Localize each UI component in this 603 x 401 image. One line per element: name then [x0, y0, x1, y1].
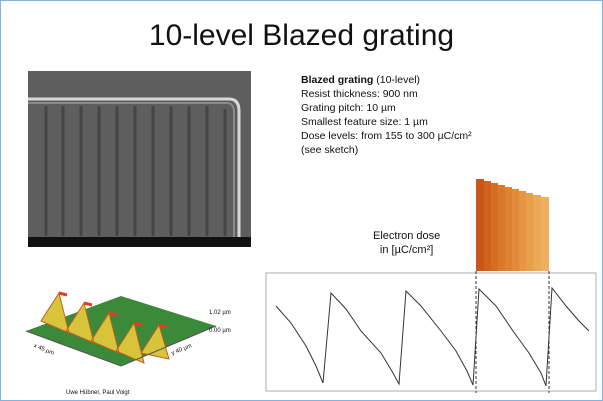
- info-heading-rest: (10-level): [373, 74, 420, 86]
- info-line: Dose levels: from 155 to 300 µC/cm²: [301, 129, 472, 143]
- info-heading-bold: Blazed grating: [301, 74, 373, 86]
- credit: Uwe Hübner, Paul Voigt: [66, 390, 129, 396]
- afm-3d-plot: [26, 293, 216, 366]
- sem-image: [28, 71, 251, 247]
- afm-z-top: 1.02 µm: [209, 310, 231, 316]
- dose-label: Electron dose in [µC/cm²]: [373, 229, 440, 257]
- dose-label-line: Electron dose: [373, 229, 440, 243]
- info-line: Resist thickness: 900 nm: [301, 87, 472, 101]
- slide: 10-level Blazed grating: [0, 0, 603, 401]
- profile-plot: [266, 271, 596, 393]
- info-line: Smallest feature size: 1 µm: [301, 115, 472, 129]
- dose-staircase: [476, 179, 549, 271]
- info-line: (see sketch): [301, 143, 472, 157]
- info-block: Blazed grating (10-level) Resist thickne…: [301, 73, 472, 157]
- dose-label-line: in [µC/cm²]: [373, 243, 440, 257]
- info-line: Grating pitch: 10 µm: [301, 101, 472, 115]
- afm-z-bottom: 0.00 µm: [209, 328, 231, 334]
- info-heading: Blazed grating (10-level): [301, 73, 472, 87]
- slide-graphics: [1, 1, 602, 400]
